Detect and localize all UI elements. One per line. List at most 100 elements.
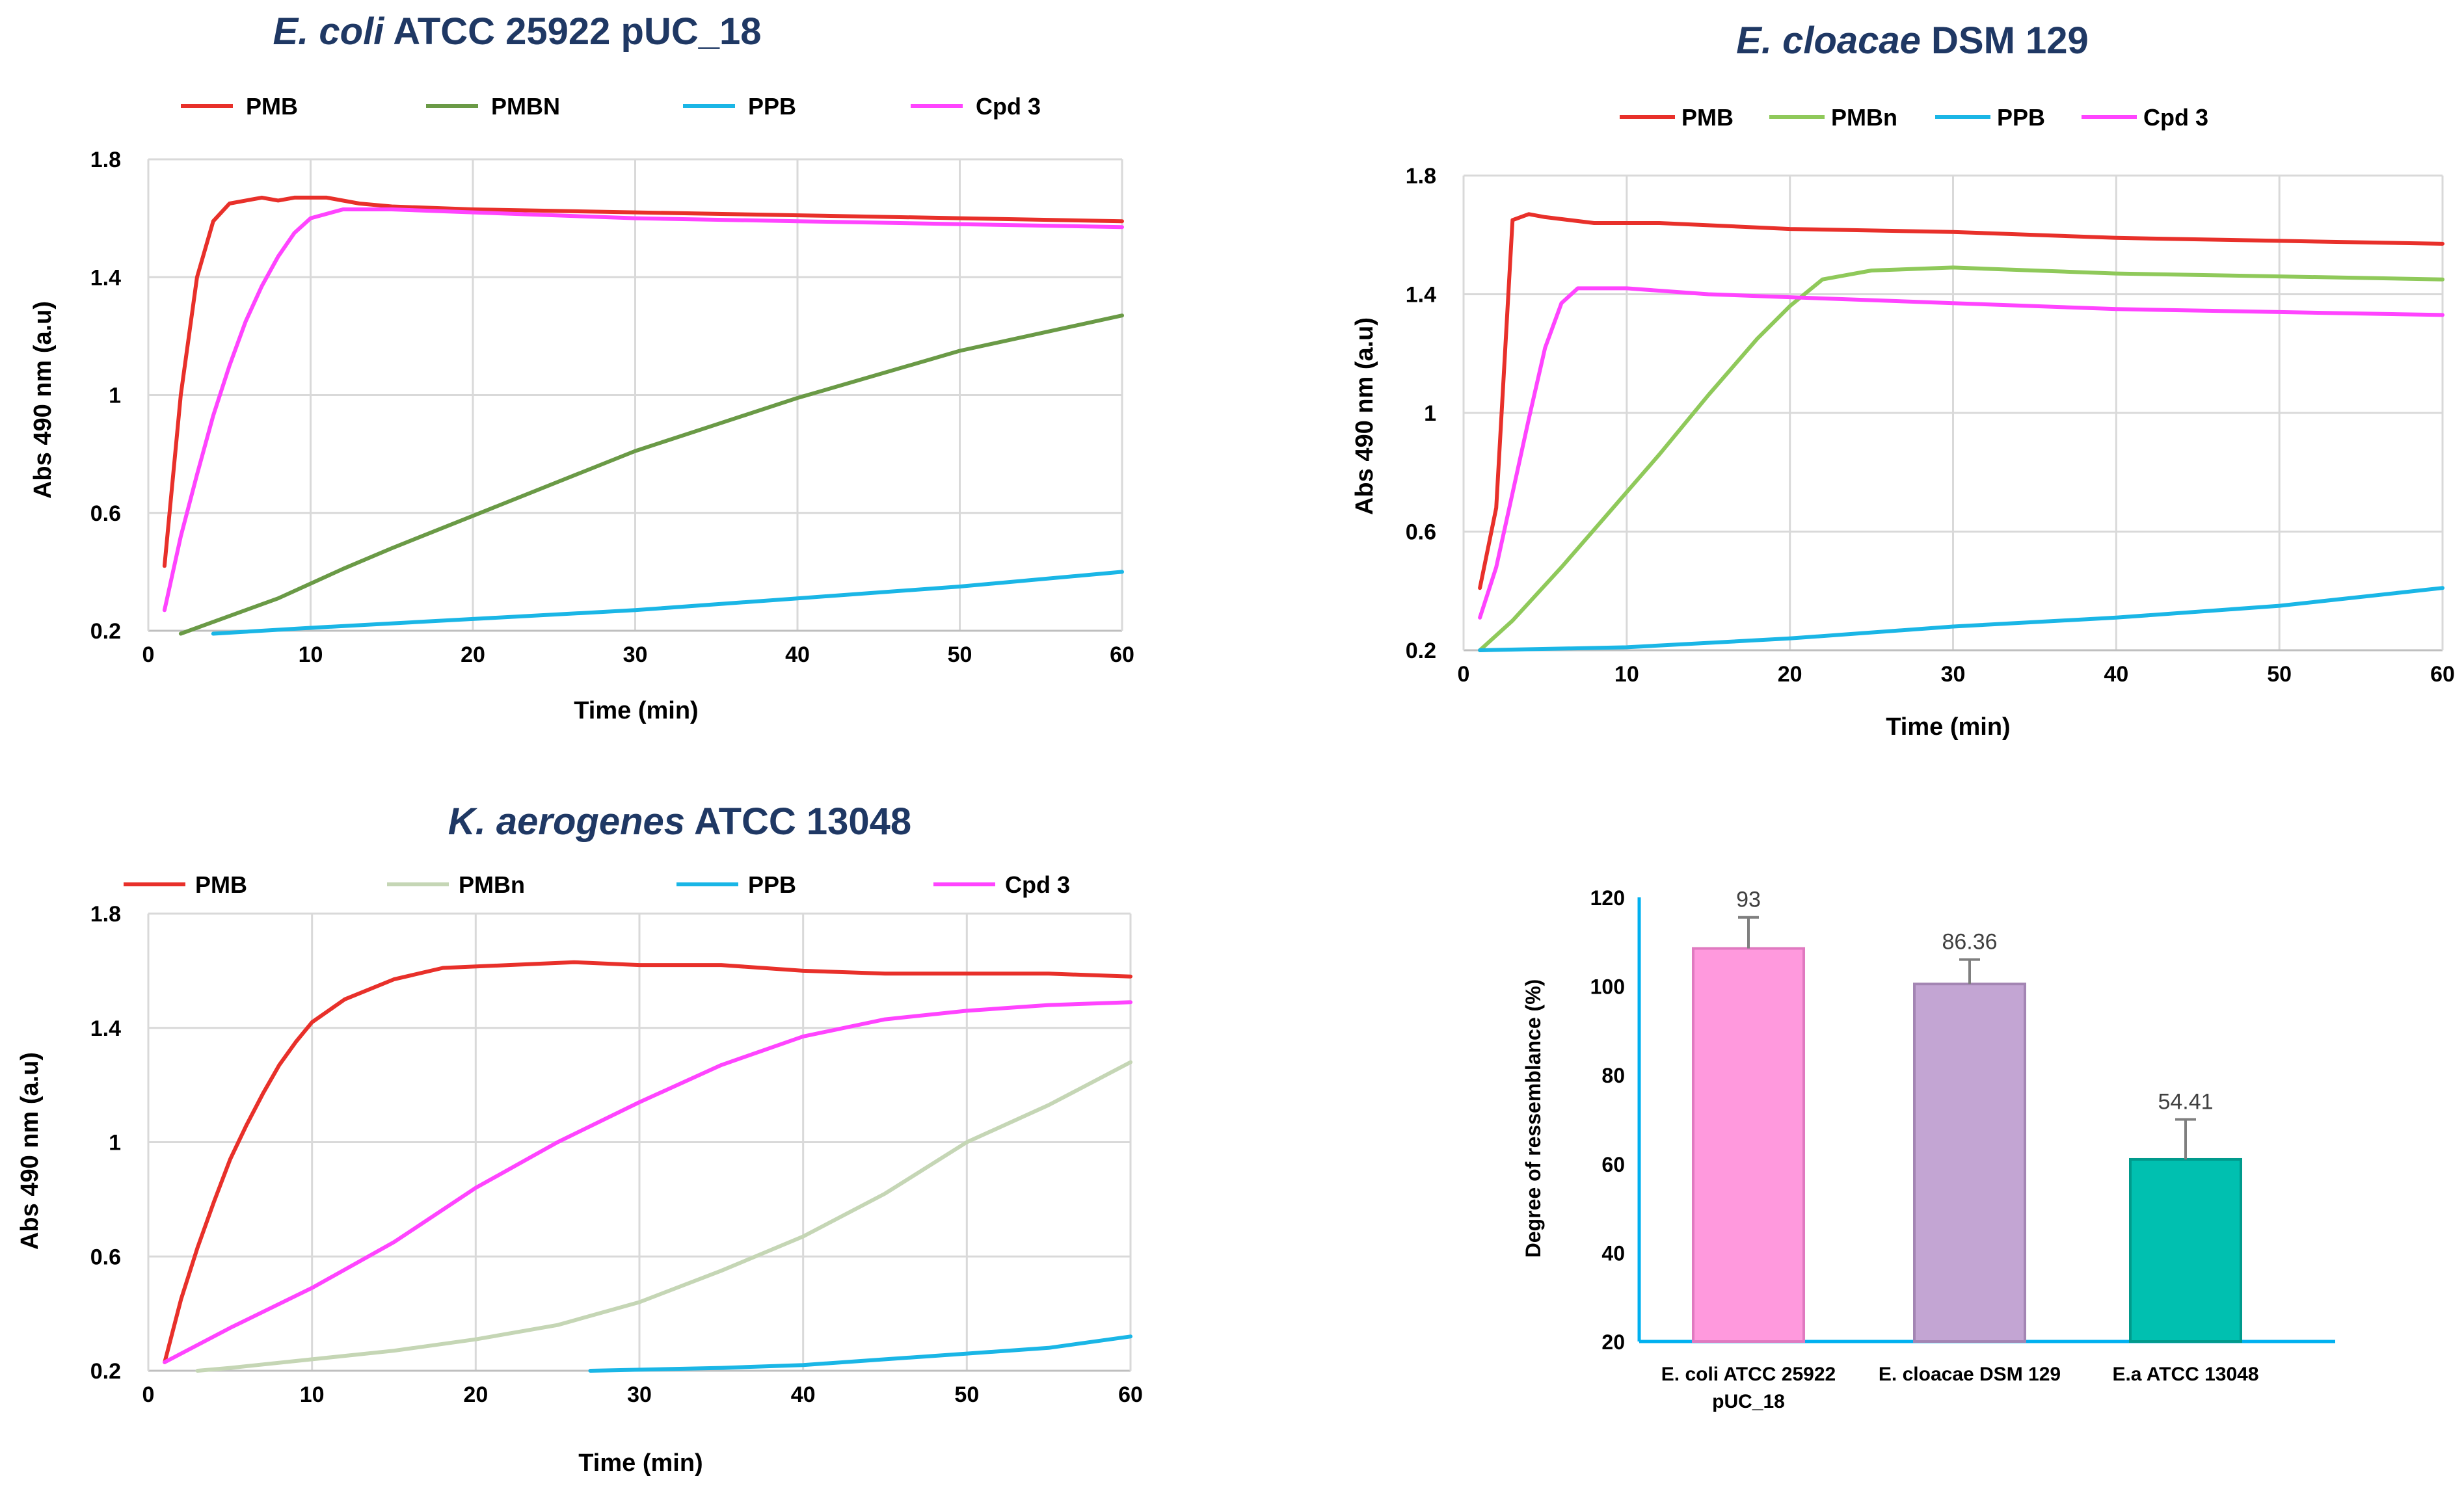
bar-value-label: 93 <box>1736 888 1761 912</box>
x-tick-label: 60 <box>2430 662 2455 687</box>
series-lines <box>163 960 1132 1373</box>
series-line-ppb <box>211 570 1124 636</box>
x-tick-label: 40 <box>791 1382 816 1407</box>
y-tick-label: 80 <box>1601 1064 1625 1087</box>
bar <box>1692 947 1805 1343</box>
legend-label: PMBn <box>1831 104 1897 131</box>
series-line-cpd-3 <box>1478 286 2444 620</box>
y-tick-label: 0.2 <box>90 619 121 644</box>
series-line-cpd-3 <box>162 207 1124 613</box>
chart-title: K. aerogenes ATCC 13048 <box>448 800 911 843</box>
legend-label: Cpd 3 <box>2143 104 2208 131</box>
y-tick-label: 1.8 <box>90 902 121 927</box>
y-tick-label: 1.8 <box>90 148 121 172</box>
x-tick-label: 30 <box>627 1382 652 1407</box>
series-line-pmbn <box>195 1060 1132 1373</box>
y-tick-label: 0.2 <box>90 1359 121 1384</box>
y-tick-label: 120 <box>1590 886 1625 910</box>
series-line-pmbn <box>178 313 1124 636</box>
x-tick-label: 0 <box>142 642 155 667</box>
x-axis-title: Time (min) <box>578 1449 703 1477</box>
x-tick-label: 50 <box>2267 662 2292 687</box>
y-tick-label: 0.6 <box>90 1245 121 1269</box>
series-line-pmb <box>162 195 1124 568</box>
x-tick-labels: 0 10 20 30 40 50 60 <box>142 642 1134 667</box>
category-label: pUC_18 <box>1712 1391 1785 1412</box>
x-tick-label: 30 <box>1941 662 1966 687</box>
x-axis-title: Time (min) <box>1886 713 2010 741</box>
y-axis-title: Abs 490 nm (a.u) <box>29 301 57 499</box>
y-tick-label: 60 <box>1601 1153 1625 1176</box>
x-tick-label: 40 <box>785 642 810 667</box>
legend-label: PMBN <box>491 93 560 120</box>
chart-resemblance-bars: 93 86.36 54.41 20 40 60 80 100 120 E. coli ATCC… <box>1521 886 2335 1412</box>
y-axis-title: Abs 490 nm (a.u) <box>16 1052 44 1250</box>
y-tick-label: 1.8 <box>1406 164 1436 189</box>
y-tick-label: 1.4 <box>90 265 121 290</box>
gridlines <box>148 158 1123 631</box>
series-line-cpd-3 <box>163 1000 1132 1364</box>
x-tick-label: 60 <box>1118 1382 1143 1407</box>
y-tick-label: 0.6 <box>1406 520 1436 545</box>
x-tick-label: 20 <box>463 1382 488 1407</box>
y-tick-labels: 0.2 0.6 1 1.4 1.8 <box>1406 164 1436 663</box>
y-tick-label: 100 <box>1590 975 1625 999</box>
y-tick-label: 1.4 <box>90 1016 121 1041</box>
series-lines <box>1478 212 2444 652</box>
legend-label: Cpd 3 <box>976 93 1041 120</box>
x-axis-title: Time (min) <box>574 697 698 724</box>
category-label: E. coli ATCC 25922 <box>1661 1364 1836 1385</box>
bars: 93 86.36 54.41 <box>1692 888 2242 1343</box>
series-line-pmb <box>163 960 1132 1364</box>
x-tick-label: 20 <box>461 642 485 667</box>
x-tick-label: 10 <box>1614 662 1639 687</box>
axes <box>147 159 1123 632</box>
category-label: E. cloacae DSM 129 <box>1879 1364 2061 1385</box>
chart-ecloacae: E. cloacae DSM 129 PMB PMBn PPB Cpd 3 0 10 20… <box>1351 20 2455 741</box>
legend: PMB PMBn PPB Cpd 3 <box>1620 104 2208 131</box>
legend: PMB PMBN PPB Cpd 3 <box>181 93 1041 120</box>
legend-label: PMB <box>1681 104 1734 131</box>
chart-title: E. cloacae DSM 129 <box>1736 20 2089 62</box>
category-label: E.a ATCC 13048 <box>2112 1364 2258 1385</box>
series-line-pmbn <box>1478 265 2444 652</box>
y-tick-labels: 0.2 0.6 1 1.4 1.8 <box>90 902 121 1384</box>
x-tick-label: 30 <box>623 642 648 667</box>
legend: PMB PMBn PPB Cpd 3 <box>124 871 1070 898</box>
category-labels: E. coli ATCC 25922 pUC_18 E. cloacae DSM 1… <box>1661 1364 2259 1412</box>
series-line-ppb <box>1478 586 2444 652</box>
y-tick-label: 1 <box>1424 401 1436 426</box>
bar <box>2129 1157 2242 1343</box>
chart-kaerogenes: K. aerogenes ATCC 13048 PMB PMBn PPB Cpd 3 … <box>16 800 1143 1477</box>
x-tick-label: 40 <box>2104 662 2128 687</box>
chart-title: E. coli ATCC 25922 pUC_18 <box>273 10 761 53</box>
series-lines <box>162 195 1124 636</box>
legend-label: PPB <box>748 93 796 120</box>
bar <box>1913 983 2026 1343</box>
y-axis-title: Degree of ressemblance (%) <box>1521 979 1545 1258</box>
bar-value-label: 54.41 <box>2158 1090 2213 1115</box>
axes <box>1462 176 2444 652</box>
x-tick-label: 50 <box>948 642 972 667</box>
legend-label: PMB <box>195 871 247 898</box>
chart-ecoli: E. coli ATCC 25922 pUC_18 PMB PMBN PPB Cpd … <box>29 10 1134 724</box>
y-axis-title: Abs 490 nm (a.u) <box>1351 317 1378 515</box>
legend-label: PPB <box>1997 104 2045 131</box>
bar-value-label: 86.36 <box>1942 930 1997 955</box>
legend-label: Cpd 3 <box>1005 871 1070 898</box>
y-tick-label: 1.4 <box>1406 283 1436 308</box>
x-tick-label: 10 <box>300 1382 325 1407</box>
legend-label: PMBn <box>459 871 525 898</box>
y-tick-label: 0.2 <box>1406 639 1436 663</box>
x-tick-label: 0 <box>1458 662 1470 687</box>
series-line-ppb <box>588 1334 1132 1373</box>
x-tick-label: 20 <box>1778 662 1802 687</box>
x-tick-label: 60 <box>1110 642 1134 667</box>
y-tick-label: 20 <box>1601 1330 1625 1354</box>
y-tick-label: 1 <box>109 1131 121 1156</box>
x-tick-labels: 0 10 20 30 40 50 60 <box>1458 662 2455 687</box>
series-line-pmb <box>1478 212 2444 590</box>
y-tick-label: 0.6 <box>90 501 121 526</box>
y-tick-labels: 20 40 60 80 100 120 <box>1590 886 1625 1354</box>
